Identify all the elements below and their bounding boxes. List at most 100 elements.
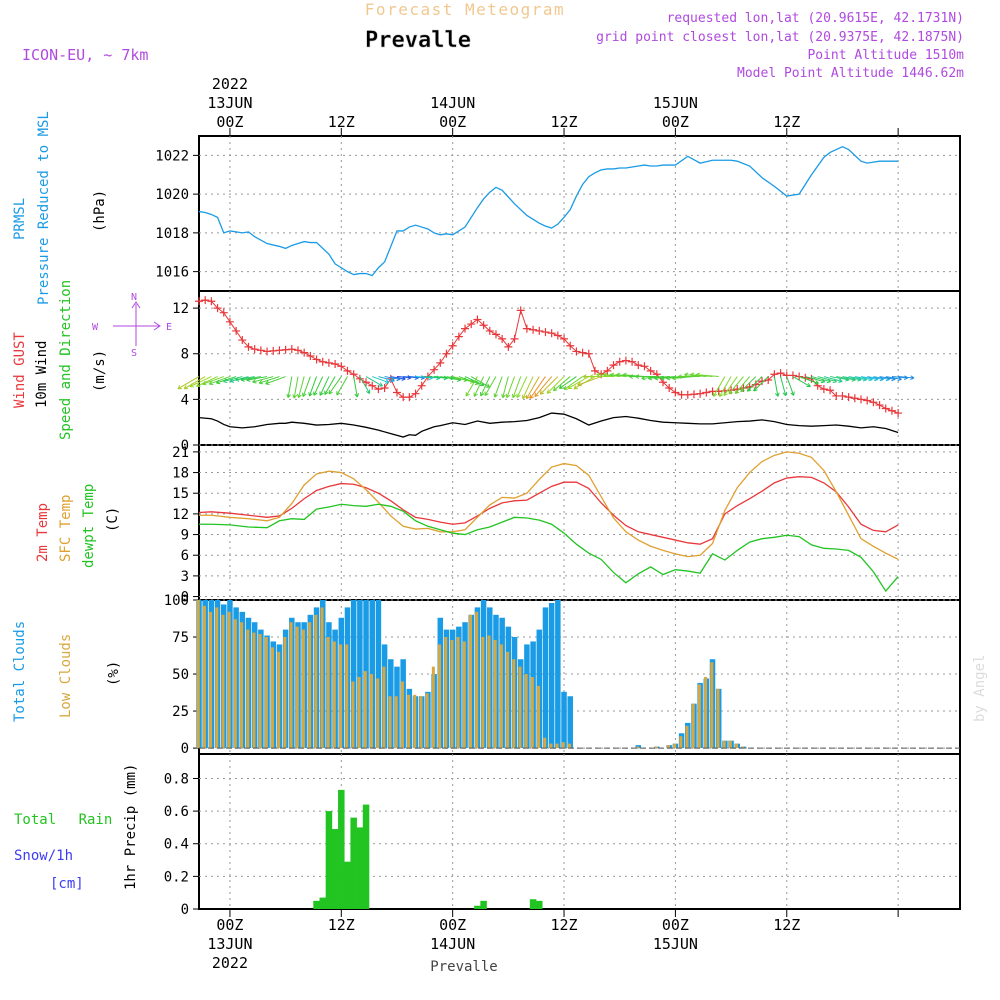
clouds-ytick-label: 0 (181, 741, 189, 757)
gust-marker (355, 374, 364, 383)
gust-marker (331, 360, 340, 369)
gust-marker (256, 346, 265, 355)
temperature-ytick-label: 6 (181, 548, 189, 564)
gust-marker (504, 342, 513, 351)
gust-marker (516, 306, 525, 315)
low-cloud-bar (252, 632, 256, 749)
wind-arrow (336, 376, 348, 396)
rain-bar (344, 861, 351, 909)
wind-arrow (365, 376, 383, 387)
gust-marker (671, 388, 680, 397)
rain-bar (325, 811, 333, 909)
precip-ytick-label: 0 (181, 902, 189, 918)
rain-bar (529, 899, 537, 909)
rain-bar (338, 789, 345, 909)
low-cloud-bar (487, 635, 491, 749)
requested-coords: requested lon,lat (20.9615E, 42.1731N) (667, 11, 964, 26)
low-cloud-bar (561, 742, 565, 749)
rain-bar (536, 900, 543, 909)
precip-unit: 1hr Precip (mm) (123, 764, 139, 890)
gust-marker (324, 358, 333, 367)
low-cloud-bar (215, 607, 219, 749)
low-cloud-bar (308, 622, 312, 749)
low-cloud-bar (549, 743, 553, 749)
low-cloud-bar (339, 644, 343, 749)
wind-arrow (753, 376, 769, 392)
wind-arrow (798, 376, 819, 385)
low-cloud-bar (227, 611, 231, 749)
footer-station: Prevalle (430, 959, 497, 975)
temperature-ytick-label: 3 (181, 569, 189, 585)
sfc-temp-line (199, 451, 899, 560)
rain-bar (474, 905, 481, 909)
bottom-time-label: 12Z (550, 916, 577, 934)
gust-marker (442, 349, 451, 358)
low-cloud-bar (369, 674, 373, 749)
gust-marker (232, 326, 241, 335)
gust-marker (510, 334, 519, 343)
gust-marker (374, 385, 383, 394)
top-time-label: 00Z (662, 113, 689, 131)
low-cloud-bar (301, 629, 305, 749)
wind-arrow (596, 372, 620, 378)
wind-arrow (558, 376, 577, 389)
precip-ytick-label: 0.4 (164, 837, 189, 853)
model-altitude: Model Point Altitude 1446.62m (737, 66, 964, 81)
wind-arrow (792, 376, 811, 388)
wind-panel (198, 290, 961, 446)
low-cloud-bar (654, 746, 658, 749)
low-cloud-bar (450, 639, 454, 749)
bottom-time-label: 12Z (773, 916, 800, 934)
low-cloud-bar (722, 740, 726, 749)
pressure-ytick-label: 1022 (155, 148, 189, 164)
wind-ytick-label: 8 (181, 347, 189, 363)
total-cloud-bar (567, 696, 573, 749)
top-time-label: 15JUN (653, 94, 698, 112)
gust-marker (343, 366, 352, 375)
total-rain-label: Total Rain (14, 812, 112, 828)
low-cloud-bar (697, 684, 701, 749)
wind-arrow (823, 376, 843, 383)
low-cloud-bar (512, 659, 516, 749)
wind-arrow (677, 374, 701, 379)
gust-marker (819, 385, 828, 394)
low-cloud-bar (209, 611, 213, 749)
wind-arrow (740, 376, 757, 393)
wind-arrow (265, 376, 286, 385)
gust-marker (436, 358, 445, 367)
total-cloud-bar (350, 600, 357, 749)
low-cloud-bar (332, 641, 336, 749)
gust-marker (306, 352, 315, 361)
wind-arrow (641, 375, 664, 381)
low-cloud-bar (388, 696, 392, 749)
wind-arrow (780, 376, 788, 397)
precip-ytick-label: 0.2 (164, 869, 189, 885)
low-cloud-bar (462, 641, 466, 749)
top-time-label: 00Z (216, 113, 243, 131)
wind-arrow (328, 376, 342, 395)
wind-arrow (189, 376, 212, 388)
wind-arrow (609, 372, 633, 378)
wind-arrow (552, 376, 571, 392)
wind-arrow (786, 376, 795, 396)
low-cloud-bar (493, 639, 497, 749)
wind-arrow (252, 376, 274, 384)
gust-marker (244, 342, 253, 351)
gust-label: Wind GUST (12, 332, 28, 408)
low-cloud-bar (376, 678, 380, 749)
gust-marker (491, 330, 500, 339)
pressure-panel (198, 135, 961, 292)
gust-marker (238, 336, 247, 345)
wind-unit: (m/s) (92, 350, 108, 392)
wind-ytick-label: 4 (181, 392, 189, 408)
gust-marker (826, 386, 835, 395)
wind10m-line (198, 412, 899, 438)
low-cloud-bar (246, 629, 250, 749)
wind-arrow (563, 376, 583, 391)
wind-arrow (208, 376, 231, 386)
gust-marker (541, 328, 550, 337)
wind-arrow (235, 376, 255, 382)
low-cloud-bar (524, 674, 528, 749)
low-cloud-bar (419, 696, 423, 749)
low-cloud-bar (673, 743, 677, 749)
